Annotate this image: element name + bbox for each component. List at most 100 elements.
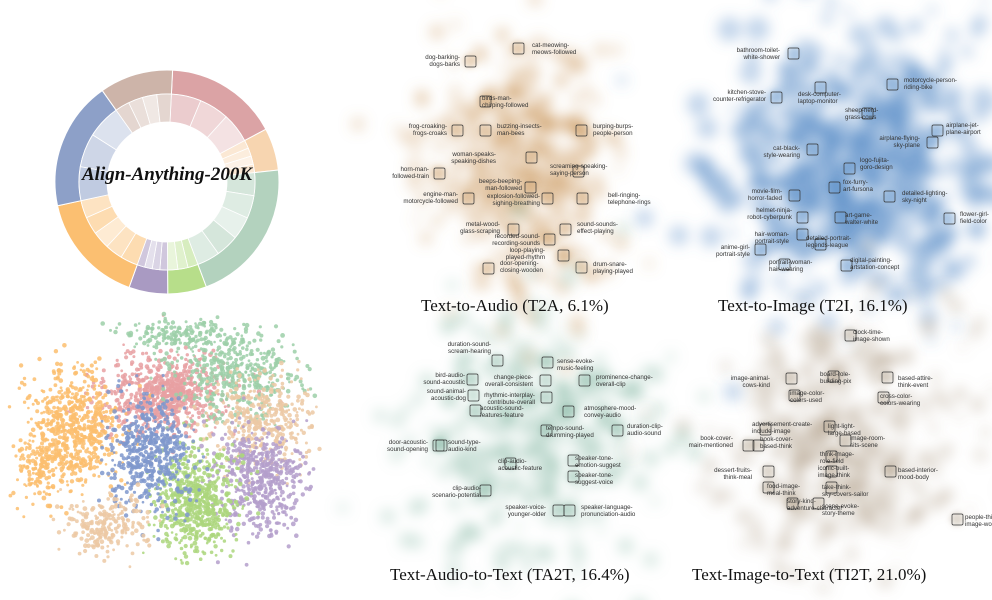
scatter-point [233, 513, 237, 517]
scatter-point [120, 516, 125, 521]
scatter-point [289, 506, 293, 511]
scatter-point [184, 434, 189, 439]
scatter-point [142, 334, 146, 339]
scatter-point [251, 374, 256, 379]
scatter-point [31, 449, 36, 454]
scatter-point [63, 528, 66, 532]
scatter-point [113, 463, 117, 467]
scatter-point [248, 351, 253, 357]
scatter-point [214, 376, 219, 381]
scatter-point [44, 492, 49, 496]
scatter-point [220, 413, 224, 417]
scatter-point [237, 379, 241, 383]
scatter-point [83, 372, 87, 377]
scatter-point [249, 472, 253, 476]
scatter-point [112, 548, 115, 552]
scatter-point [247, 444, 252, 449]
scatter-point [141, 516, 146, 521]
scatter-point [50, 438, 55, 442]
scatter-point [118, 501, 122, 505]
scatter-point [217, 410, 222, 414]
scatter-point [177, 429, 182, 434]
scatter-point [212, 385, 217, 390]
scatter-point [198, 475, 202, 479]
scatter-point [102, 522, 106, 525]
scatter-point [234, 419, 238, 422]
scatter-point [190, 445, 195, 449]
scatter-point [212, 413, 217, 417]
density-blob [550, 120, 558, 128]
scatter-point [188, 435, 192, 439]
scatter-point [224, 410, 228, 414]
scatter-point [179, 558, 183, 562]
scatter-point [205, 411, 209, 415]
scatter-point [263, 351, 266, 355]
scatter-point [193, 344, 198, 349]
scatter-point [269, 504, 273, 509]
scatter-point [97, 498, 101, 503]
scatter-point [279, 479, 283, 483]
scatter-point [66, 483, 70, 487]
density-blob [477, 275, 491, 289]
scatter-point [254, 436, 259, 442]
scatter-point [234, 381, 238, 385]
scatter-point [161, 390, 166, 395]
density-blob [420, 232, 432, 244]
scatter-point [97, 474, 101, 478]
scatter-point [191, 526, 196, 532]
scatter-point [101, 368, 106, 373]
scatter-point [68, 390, 72, 394]
scatter-point [105, 401, 109, 405]
scatter-point [127, 436, 131, 440]
scatter-point [259, 458, 263, 463]
scatter-point [264, 502, 268, 506]
scatter-point [170, 531, 174, 534]
scatter-point [215, 469, 219, 473]
scatter-point [104, 463, 108, 466]
scatter-point [269, 428, 274, 432]
scatter-point [107, 404, 112, 410]
scatter-point [29, 417, 33, 421]
density-blob [938, 144, 947, 152]
scatter-point [183, 394, 188, 400]
scatter-point [125, 544, 129, 548]
scatter-point [182, 456, 187, 461]
scatter-point [246, 406, 250, 410]
scatter-point [54, 444, 59, 450]
scatter-point [257, 402, 261, 406]
density-blob [615, 165, 622, 173]
scatter-point [149, 502, 154, 507]
scatter-point [222, 384, 227, 389]
scatter-point [134, 528, 139, 533]
scatter-point [219, 327, 224, 332]
scatter-point [177, 509, 182, 515]
scatter-point [135, 404, 141, 409]
scatter-point [128, 470, 133, 475]
scatter-point [296, 394, 301, 400]
scatter-point [131, 435, 136, 439]
scatter-point [67, 423, 71, 427]
scatter-point [221, 482, 226, 487]
scatter-point [163, 445, 169, 451]
scatter-point [222, 539, 227, 543]
scatter-point [241, 407, 246, 411]
scatter-point [180, 441, 186, 447]
scatter-point [254, 486, 257, 490]
scatter-point [125, 418, 129, 422]
scatter-point [195, 422, 200, 427]
density-blob [591, 96, 600, 105]
scatter-point [128, 485, 134, 491]
scatter-point [285, 409, 288, 413]
scatter-point [294, 413, 299, 418]
scatter-point [182, 381, 187, 386]
scatter-point [95, 367, 99, 371]
scatter-point [95, 527, 99, 532]
scatter-point [268, 528, 273, 533]
scatter-point [56, 427, 60, 431]
scatter-point [49, 409, 54, 414]
scatter-point [57, 390, 62, 395]
scatter-point [41, 472, 46, 478]
scatter-point [60, 469, 63, 473]
scatter-point [124, 355, 129, 360]
scatter-point [203, 510, 206, 514]
